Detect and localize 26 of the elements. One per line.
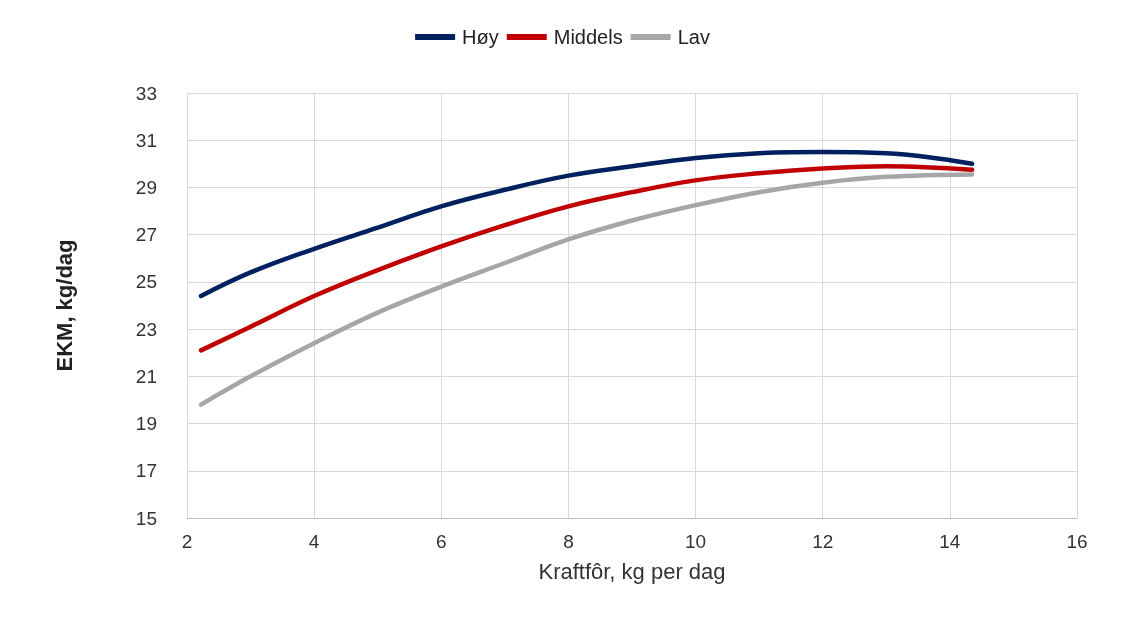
y-tick-label: 17 [135, 460, 157, 482]
line-series [198, 172, 975, 407]
x-tick-label: 10 [685, 531, 707, 552]
y-tick-label: 29 [135, 176, 157, 198]
y-tick-label: 25 [135, 271, 157, 293]
y-tick-label: 31 [135, 129, 157, 151]
x-tick-label: 6 [436, 531, 447, 552]
y-axis-title: EKM, kg/dag [51, 239, 77, 372]
x-tick-label: 8 [563, 531, 574, 552]
x-axis-title: Kraftfôr, kg per dag [538, 558, 726, 584]
y-tick-label: 23 [135, 318, 157, 340]
line-series [198, 163, 975, 353]
y-tick-label: 27 [135, 224, 157, 246]
x-tick-label: 14 [939, 531, 961, 552]
y-tick-label: 21 [135, 365, 157, 387]
y-tick-label: 33 [135, 82, 157, 104]
line-series [198, 149, 975, 299]
x-tick-label: 4 [308, 531, 320, 552]
x-tick-label: 2 [181, 531, 193, 552]
x-tick-label: 16 [1066, 531, 1088, 552]
legend-label: Høy [462, 26, 499, 48]
y-tick-label: 15 [135, 507, 157, 529]
legend-label: Lav [677, 26, 710, 48]
x-tick-label: 12 [812, 531, 834, 552]
y-tick-label: 19 [135, 413, 157, 435]
legend-label: Middels [553, 26, 623, 48]
